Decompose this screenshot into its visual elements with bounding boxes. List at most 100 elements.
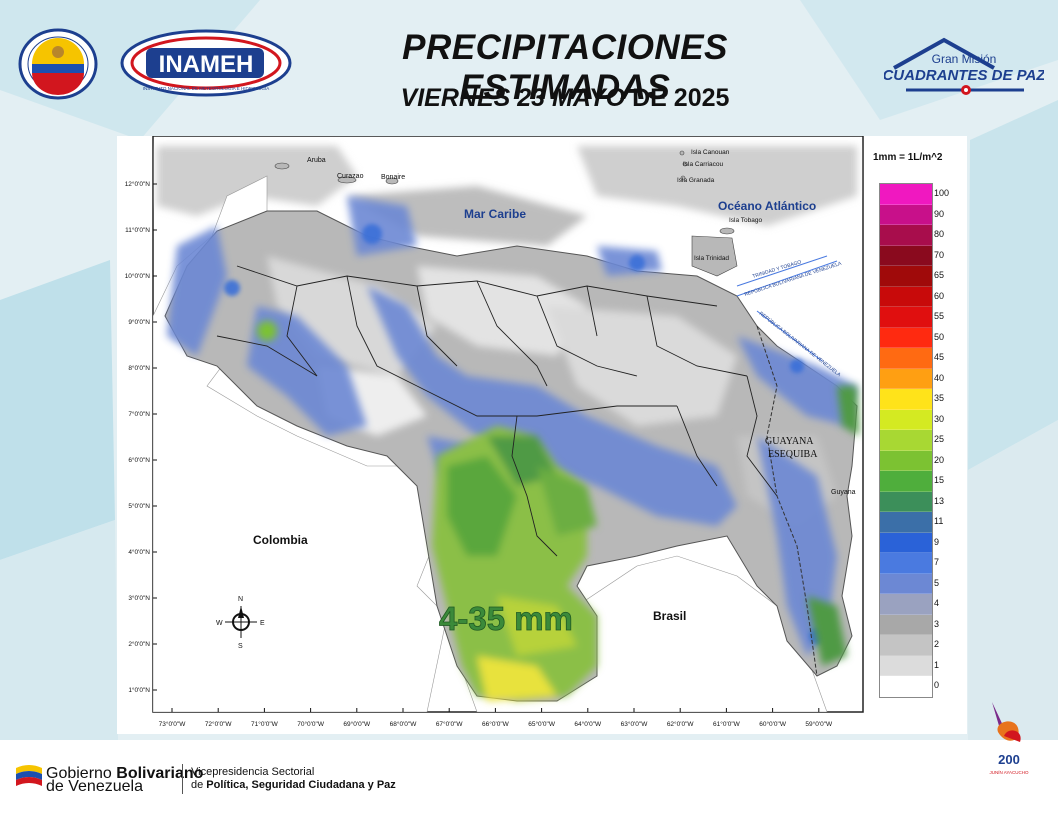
footer-vicepresidencia-line1: Vicepresidencia Sectorial xyxy=(191,766,315,778)
legend-label-9: 9 xyxy=(934,536,940,547)
legend-swatch-30 xyxy=(880,409,932,430)
lat-tick-label: 6°0'0"N xyxy=(128,456,150,464)
label-guayana: GUAYANA xyxy=(765,436,814,447)
lon-tick-label: 73°0'0"W xyxy=(159,720,187,728)
legend-swatch-5 xyxy=(880,573,932,594)
gran-mision-logo: Gran Misión CUADRANTES DE PAZ xyxy=(884,37,1044,95)
footer-gobierno-line1: Gobierno Bolivariano xyxy=(46,765,204,782)
legend-color-scale xyxy=(879,183,933,698)
legend-swatch-90 xyxy=(880,204,932,225)
legend-label-5: 5 xyxy=(934,577,940,588)
lat-tick-label: 7°0'0"N xyxy=(128,410,150,418)
compass-rose-icon: N S E W xyxy=(216,596,265,650)
legend-swatch-3 xyxy=(880,614,932,635)
label-mar-caribe: Mar Caribe xyxy=(464,207,526,221)
legend-label-55: 55 xyxy=(934,311,945,321)
ministerio-logo xyxy=(18,28,98,100)
footer-gobierno-line2: de Venezuela xyxy=(46,778,143,795)
inameh-logo: INAMEH INSTITUTO NACIONAL DE METEOROLOGÍ… xyxy=(120,29,292,97)
precipitation-range-label: 4-35 mm xyxy=(439,600,573,637)
lat-tick-label: 11°0'0"N xyxy=(125,226,150,234)
legend-label-1: 1 xyxy=(934,659,940,670)
legend-swatch-2 xyxy=(880,635,932,656)
legend-swatch-45 xyxy=(880,348,932,369)
footer-vicepresidencia-line2: de Política, Seguridad Ciudadana y Paz xyxy=(191,779,396,791)
legend-label-7: 7 xyxy=(934,557,940,567)
legend-swatch-1 xyxy=(880,655,932,676)
lon-tick-label: 60°0'0"W xyxy=(759,720,787,728)
lon-tick-label: 67°0'0"W xyxy=(436,720,464,728)
svg-text:N: N xyxy=(238,596,243,603)
lon-tick-label: 61°0'0"W xyxy=(713,720,741,728)
svg-text:S: S xyxy=(238,643,243,650)
lon-tick-label: 64°0'0"W xyxy=(574,720,602,728)
lat-tick-label: 1°0'0"N xyxy=(128,686,150,694)
legend-label-100: 100 xyxy=(934,188,950,198)
lon-tick-label: 70°0'0"W xyxy=(297,720,325,728)
label-tobago: Isla Tobago xyxy=(729,217,763,224)
legend-labels: 100 90 80 70 65 60 55 50 45 40 35 30 25 20 15 13 11 9 7 5 4 3… xyxy=(934,183,949,696)
label-aruba: Aruba xyxy=(307,157,326,164)
page-date: VIERNES 23 MAYO DE 2025 xyxy=(400,84,730,112)
lon-tick-label: 62°0'0"W xyxy=(667,720,695,728)
legend-swatch-60 xyxy=(880,286,932,307)
footer-divider xyxy=(182,764,183,794)
svg-text:INAMEH: INAMEH xyxy=(159,51,254,78)
legend-label-70: 70 xyxy=(934,249,945,260)
legend-swatch-20 xyxy=(880,450,932,471)
legend-swatch-7 xyxy=(880,553,932,574)
lat-tick-label: 10°0'0"N xyxy=(125,272,151,280)
label-canouan: Isla Canouan xyxy=(691,149,730,156)
lat-tick-label: 4°0'0"N xyxy=(128,548,150,556)
label-oceano: Océano Atlántico xyxy=(718,199,816,213)
precipitation-map: Aruba Curazao Bonaire Isla Canouan Isla … xyxy=(125,135,864,728)
lat-tick-label: 2°0'0"N xyxy=(128,640,150,648)
lon-tick-label: 72°0'0"W xyxy=(205,720,233,728)
svg-text:200: 200 xyxy=(998,752,1020,767)
lon-tick-label: 68°0'0"W xyxy=(390,720,418,728)
label-brasil: Brasil xyxy=(653,609,686,623)
legend-swatch-55 xyxy=(880,307,932,328)
lat-tick-label: 5°0'0"N xyxy=(128,502,150,510)
legend-swatch-9 xyxy=(880,532,932,553)
label-colombia: Colombia xyxy=(253,533,308,547)
label-granada: Isla Granada xyxy=(677,177,715,184)
lon-tick-label: 59°0'0"W xyxy=(805,720,833,728)
legend-label-30: 30 xyxy=(934,413,945,424)
lon-tick-label: 65°0'0"W xyxy=(528,720,556,728)
legend-label-40: 40 xyxy=(934,372,945,383)
legend-label-13: 13 xyxy=(934,495,945,506)
venezuela-flag-icon xyxy=(16,765,42,786)
legend-swatch-25 xyxy=(880,430,932,451)
legend-swatch-50 xyxy=(880,327,932,348)
legend-swatch-40 xyxy=(880,368,932,389)
longitude-ticks: 73°0'0"W 72°0'0"W 71°0'0"W 70°0'0"W 69°0'0"W… xyxy=(159,708,833,728)
legend-label-90: 90 xyxy=(934,208,945,219)
lat-tick-label: 12°0'0"N xyxy=(125,180,151,188)
legend-swatch-100 xyxy=(880,184,932,205)
map-panel: Aruba Curazao Bonaire Isla Canouan Isla … xyxy=(117,135,867,734)
lon-tick-label: 63°0'0"W xyxy=(621,720,649,728)
lon-tick-label: 66°0'0"W xyxy=(482,720,510,728)
label-trinidad: Isla Trinidad xyxy=(694,255,729,262)
legend-label-4: 4 xyxy=(934,598,940,608)
legend-label-3: 3 xyxy=(934,618,940,629)
legend-swatch-70 xyxy=(880,245,932,266)
legend-label-11: 11 xyxy=(934,516,944,526)
legend-label-65: 65 xyxy=(934,270,945,280)
legend-label-45: 45 xyxy=(934,352,945,362)
legend-swatch-80 xyxy=(880,225,932,246)
legend-swatch-11 xyxy=(880,512,932,533)
legend-label-20: 20 xyxy=(934,454,945,465)
legend-swatch-4 xyxy=(880,594,932,615)
lat-tick-label: 8°0'0"N xyxy=(128,364,150,372)
legend-label-15: 15 xyxy=(934,475,945,485)
legend-label-2: 2 xyxy=(934,639,940,649)
legend-label-25: 25 xyxy=(934,434,945,444)
lat-tick-label: 3°0'0"N xyxy=(128,594,150,602)
label-guyana: Guyana xyxy=(831,489,856,496)
lon-tick-label: 71°0'0"W xyxy=(251,720,279,728)
svg-text:CUADRANTES DE PAZ: CUADRANTES DE PAZ xyxy=(884,67,1044,84)
label-esequiba: ESEQUIBA xyxy=(768,449,818,460)
label-carriacou: Isla Carriacou xyxy=(683,161,723,168)
